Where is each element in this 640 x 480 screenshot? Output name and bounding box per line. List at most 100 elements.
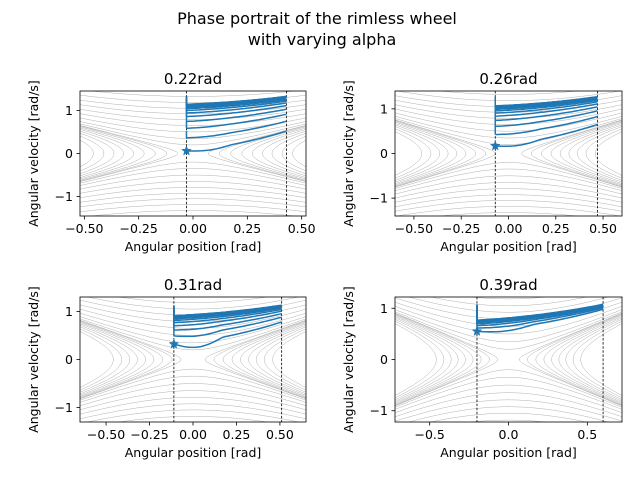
x-tick-label: −0.50 (87, 427, 125, 442)
contour-line (204, 319, 306, 400)
contour-line (395, 175, 622, 195)
x-tick-label: −0.25 (442, 221, 480, 236)
trajectory-cycle (186, 102, 287, 114)
contour-line (395, 188, 622, 203)
contour-line (80, 328, 122, 391)
start-marker (168, 338, 180, 349)
contour-line (572, 320, 622, 399)
contour-line (395, 91, 622, 101)
trajectory-cycle (186, 113, 287, 130)
contour-line (80, 123, 306, 146)
contour-line (281, 135, 306, 172)
contour-line (395, 108, 622, 125)
contour-line (80, 192, 306, 203)
contour-line (395, 369, 622, 408)
trajectory-cycle (173, 304, 282, 317)
contour-line (395, 313, 482, 406)
y-tick-label: 1 (380, 101, 388, 116)
trajectory-cycle (495, 96, 598, 107)
contour-line (395, 318, 452, 401)
contour-line (86, 297, 300, 310)
contour-line (292, 139, 306, 168)
trajectory-cycle (495, 110, 598, 128)
contour-line (80, 125, 179, 182)
contour-line (407, 406, 610, 422)
contour-line (80, 113, 306, 126)
contour-line (80, 130, 124, 177)
x-tick-label: 0.25 (223, 427, 251, 442)
contour-line (395, 206, 622, 216)
x-tick-label: 0.50 (266, 427, 294, 442)
contour-line (80, 403, 306, 420)
x-tick-label: 0.25 (233, 221, 261, 236)
figure-title-line1: Phase portrait of the rimless wheel (177, 9, 457, 28)
x-tick-label: 0.00 (495, 221, 523, 236)
contour-line (86, 409, 300, 422)
x-axis-label: Angular position [rad] (125, 239, 262, 254)
contour-line (395, 399, 622, 422)
contour-line (521, 119, 622, 188)
contour-line (395, 112, 622, 132)
contour-line (88, 91, 298, 97)
start-marker (181, 145, 192, 156)
contour-line (395, 309, 622, 343)
y-axis-label: Angular velocity [rad/s] (341, 286, 356, 433)
trajectory-cycle (173, 321, 282, 349)
x-tick-label: 0.25 (542, 221, 570, 236)
contour-line (395, 182, 622, 199)
subplot-title: 0.31rad (164, 276, 222, 294)
contour-line (395, 306, 622, 335)
trajectory-cycle (495, 103, 598, 117)
trajectory-cycle (495, 99, 598, 112)
y-axis-label: Angular velocity [rad/s] (26, 286, 41, 433)
contour-line (395, 162, 622, 189)
x-axis-label: Angular position [rad] (440, 239, 577, 254)
subplot-2: −0.50 −0.25 0.00 0.25 0.50 −1 0 1 0.26rad Angular… (341, 70, 623, 254)
trajectory-cycle (173, 307, 282, 322)
contour-line (395, 126, 441, 181)
contour-line (395, 116, 622, 139)
contour-line (213, 320, 306, 399)
subplot-title: 0.39rad (479, 276, 537, 294)
contour-line (80, 316, 306, 344)
trajectory-cycle (186, 100, 287, 112)
contour-line (80, 104, 306, 115)
trajectory-cycle (173, 310, 282, 327)
contour-line (262, 130, 306, 177)
contour-line (80, 324, 138, 395)
contour-line (218, 125, 306, 182)
y-tick-label: −1 (55, 189, 73, 204)
contour-line (80, 168, 306, 186)
y-tick-label: −1 (370, 403, 388, 418)
contour-line (80, 322, 155, 397)
contour-line (80, 187, 306, 198)
contour-line (231, 322, 306, 397)
contour-line (437, 91, 580, 95)
contour-line (80, 117, 306, 133)
trajectory-cycle (186, 108, 287, 123)
x-tick-label: −0.25 (130, 427, 168, 442)
subplot-4: −0.5 0.0 0.5 −1 0 1 0.39rad Angular position [r… (341, 276, 623, 460)
contour-line (395, 311, 622, 350)
x-tick-label: 0.00 (179, 221, 207, 236)
contour-line (80, 198, 306, 208)
contour-line (551, 316, 622, 403)
x-tick-label: −0.25 (120, 221, 158, 236)
trajectory-cycle (186, 98, 287, 110)
contour-line (519, 312, 622, 407)
contour-line (395, 121, 467, 186)
y-tick-label: 1 (65, 304, 73, 319)
contour-line (80, 390, 306, 411)
y-axis-label: Angular velocity [rad/s] (26, 80, 41, 227)
contour-line (550, 121, 622, 186)
trajectory-cycle (476, 303, 604, 321)
contour-line (395, 314, 474, 405)
trajectory-cycle (186, 104, 287, 118)
figure-title-line2: with varying alpha (248, 30, 397, 49)
trajectory-cycle (495, 123, 598, 148)
contour-line (80, 318, 306, 351)
contour-line (80, 125, 168, 182)
contour-line (395, 104, 622, 119)
x-tick-label: 0.0 (499, 427, 519, 442)
contour-line (271, 132, 306, 175)
